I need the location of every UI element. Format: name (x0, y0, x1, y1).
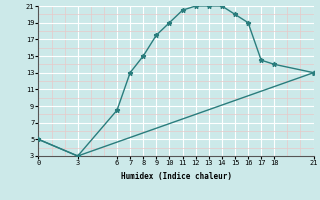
X-axis label: Humidex (Indice chaleur): Humidex (Indice chaleur) (121, 172, 231, 181)
